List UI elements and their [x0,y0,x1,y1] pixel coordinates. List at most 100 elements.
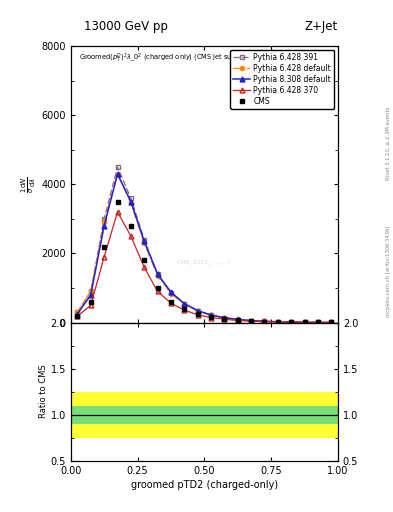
X-axis label: groomed pTD2 (charged-only): groomed pTD2 (charged-only) [131,480,278,490]
CMS [316,319,320,326]
Pythia 6.428 391 [129,195,133,201]
Pythia 6.428 391 [249,317,253,324]
Pythia 6.428 370 [302,319,307,326]
Line: Pythia 6.428 default: Pythia 6.428 default [75,172,333,325]
Pythia 6.428 391 [289,319,294,325]
Pythia 6.428 370 [249,318,253,324]
Pythia 6.428 default [75,309,80,315]
Pythia 8.308 default [209,312,213,318]
Pythia 6.428 default [329,319,334,326]
Pythia 6.428 default [275,319,280,325]
Legend: Pythia 6.428 391, Pythia 6.428 default, Pythia 8.308 default, Pythia 6.428 370, : Pythia 6.428 391, Pythia 6.428 default, … [230,50,334,109]
Pythia 6.428 370 [235,317,240,324]
Pythia 6.428 391 [155,271,160,278]
Pythia 8.308 default [289,319,294,325]
Pythia 6.428 370 [129,233,133,239]
Pythia 6.428 default [249,317,253,324]
Pythia 6.428 391 [222,315,227,321]
Text: Groomed$(p_T^D)^2\lambda\_0^2$ (charged only) (CMS jet substructure): Groomed$(p_T^D)^2\lambda\_0^2$ (charged … [79,52,269,65]
Y-axis label: Ratio to CMS: Ratio to CMS [39,365,48,418]
Text: mcplots.cern.ch [arXiv:1306.3436]: mcplots.cern.ch [arXiv:1306.3436] [386,226,391,317]
Line: CMS: CMS [75,199,334,325]
Text: CMS_2051_..._...7: CMS_2051_..._...7 [177,259,231,265]
Pythia 8.308 default [182,301,187,307]
CMS [249,318,253,324]
CMS [169,299,173,305]
Text: 13000 GeV pp: 13000 GeV pp [84,20,168,33]
Pythia 6.428 370 [329,319,334,326]
Pythia 6.428 391 [115,164,120,170]
Pythia 6.428 370 [316,319,320,326]
Pythia 6.428 370 [169,300,173,306]
Pythia 6.428 370 [182,307,187,313]
CMS [329,319,334,326]
Pythia 8.308 default [329,319,334,326]
CMS [129,223,133,229]
Line: Pythia 8.308 default: Pythia 8.308 default [75,172,334,325]
Pythia 6.428 default [129,200,133,206]
Pythia 8.308 default [75,311,80,317]
Pythia 6.428 default [88,288,93,294]
CMS [222,316,227,322]
Pythia 6.428 370 [155,288,160,294]
Pythia 6.428 default [142,240,147,246]
CMS [142,257,147,263]
Pythia 6.428 391 [302,319,307,325]
Pythia 6.428 370 [75,313,80,319]
Pythia 6.428 default [222,315,227,321]
Pythia 6.428 391 [316,319,320,326]
Pythia 8.308 default [102,223,107,229]
Pythia 8.308 default [222,315,227,321]
CMS [102,244,107,250]
Line: Pythia 6.428 370: Pythia 6.428 370 [75,209,334,325]
Pythia 8.308 default [262,318,267,325]
Pythia 8.308 default [316,319,320,326]
Pythia 6.428 default [235,316,240,323]
Pythia 6.428 370 [275,319,280,325]
Pythia 8.308 default [275,318,280,325]
Pythia 6.428 370 [222,316,227,323]
Pythia 8.308 default [142,238,147,244]
CMS [88,299,93,305]
Pythia 6.428 default [289,319,294,325]
Pythia 8.308 default [155,271,160,278]
CMS [115,199,120,205]
CMS [155,285,160,291]
Pythia 6.428 370 [88,302,93,308]
Pythia 6.428 370 [195,312,200,318]
Pythia 6.428 default [155,273,160,279]
CMS [262,318,267,325]
Pythia 8.308 default [249,317,253,324]
Pythia 6.428 391 [75,309,80,315]
Pythia 6.428 391 [235,316,240,323]
CMS [209,314,213,321]
CMS [235,317,240,324]
Pythia 8.308 default [195,308,200,314]
Pythia 8.308 default [115,171,120,177]
Pythia 8.308 default [129,199,133,205]
Pythia 8.308 default [235,316,240,323]
Pythia 6.428 default [316,319,320,326]
Pythia 8.308 default [88,292,93,298]
Y-axis label: $\frac{1}{\sigma}\frac{\mathrm{d}N}{\mathrm{d}\lambda}$: $\frac{1}{\sigma}\frac{\mathrm{d}N}{\mat… [20,176,39,193]
Pythia 6.428 370 [289,319,294,325]
Pythia 6.428 default [209,312,213,318]
Pythia 6.428 391 [88,288,93,294]
CMS [75,312,80,318]
Pythia 6.428 default [102,219,107,225]
CMS [275,319,280,325]
Pythia 6.428 391 [169,290,173,296]
Pythia 6.428 391 [329,319,334,326]
Pythia 6.428 391 [195,308,200,314]
Pythia 6.428 370 [209,314,213,321]
Pythia 6.428 default [262,318,267,325]
Pythia 8.308 default [302,319,307,325]
Pythia 6.428 370 [142,264,147,270]
Pythia 6.428 391 [275,318,280,325]
Pythia 6.428 391 [182,301,187,307]
Pythia 6.428 default [169,290,173,296]
Pythia 6.428 370 [262,318,267,325]
Line: Pythia 6.428 391: Pythia 6.428 391 [75,165,334,325]
Text: Z+Jet: Z+Jet [305,20,338,33]
CMS [195,311,200,317]
